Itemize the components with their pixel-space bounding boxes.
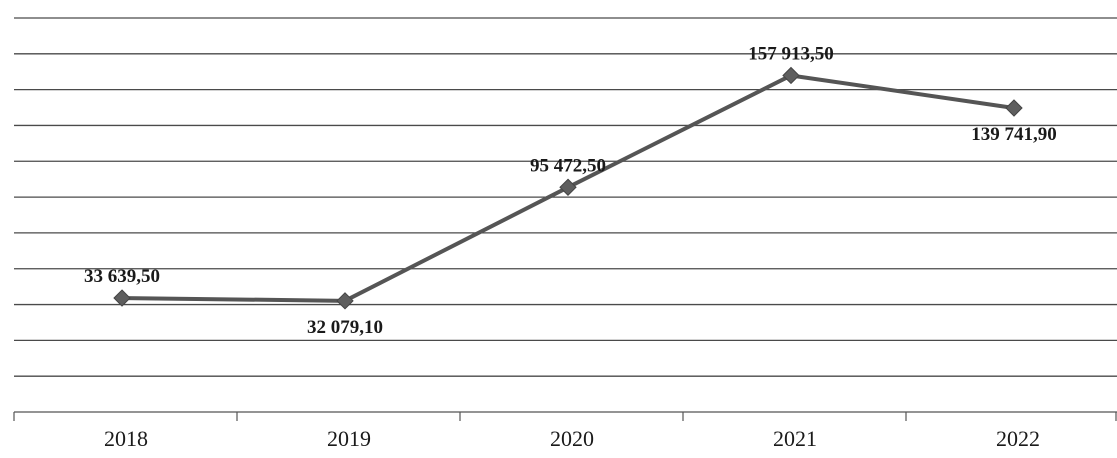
data-label-2022: 139 741,90	[971, 124, 1057, 145]
x-tick-label-2022: 2022	[996, 426, 1040, 451]
x-tick-label-2018: 2018	[104, 426, 148, 451]
data-label-2021: 157 913,50	[748, 43, 834, 64]
data-label-2020: 95 472,50	[530, 155, 606, 176]
x-tick-label-2021: 2021	[773, 426, 817, 451]
series-layer	[113, 66, 1023, 310]
data-point-2018	[113, 289, 131, 307]
data-label-2018: 33 639,50	[84, 266, 160, 287]
x-tick-labels: 2018 2019 2020 2021 2022	[104, 426, 1040, 451]
x-axis	[13, 411, 1117, 421]
data-point-2020	[559, 178, 577, 196]
data-labels: 33 639,50 32 079,10 95 472,50 157 913,50 139…	[84, 43, 1057, 337]
data-point-2019	[336, 292, 354, 310]
x-tick-label-2020: 2020	[550, 426, 594, 451]
data-label-2019: 32 079,10	[307, 317, 383, 338]
data-point-2022	[1005, 99, 1023, 117]
data-point-2021	[782, 66, 800, 85]
x-tick-label-2019: 2019	[327, 426, 371, 451]
gridlines	[14, 17, 1117, 377]
